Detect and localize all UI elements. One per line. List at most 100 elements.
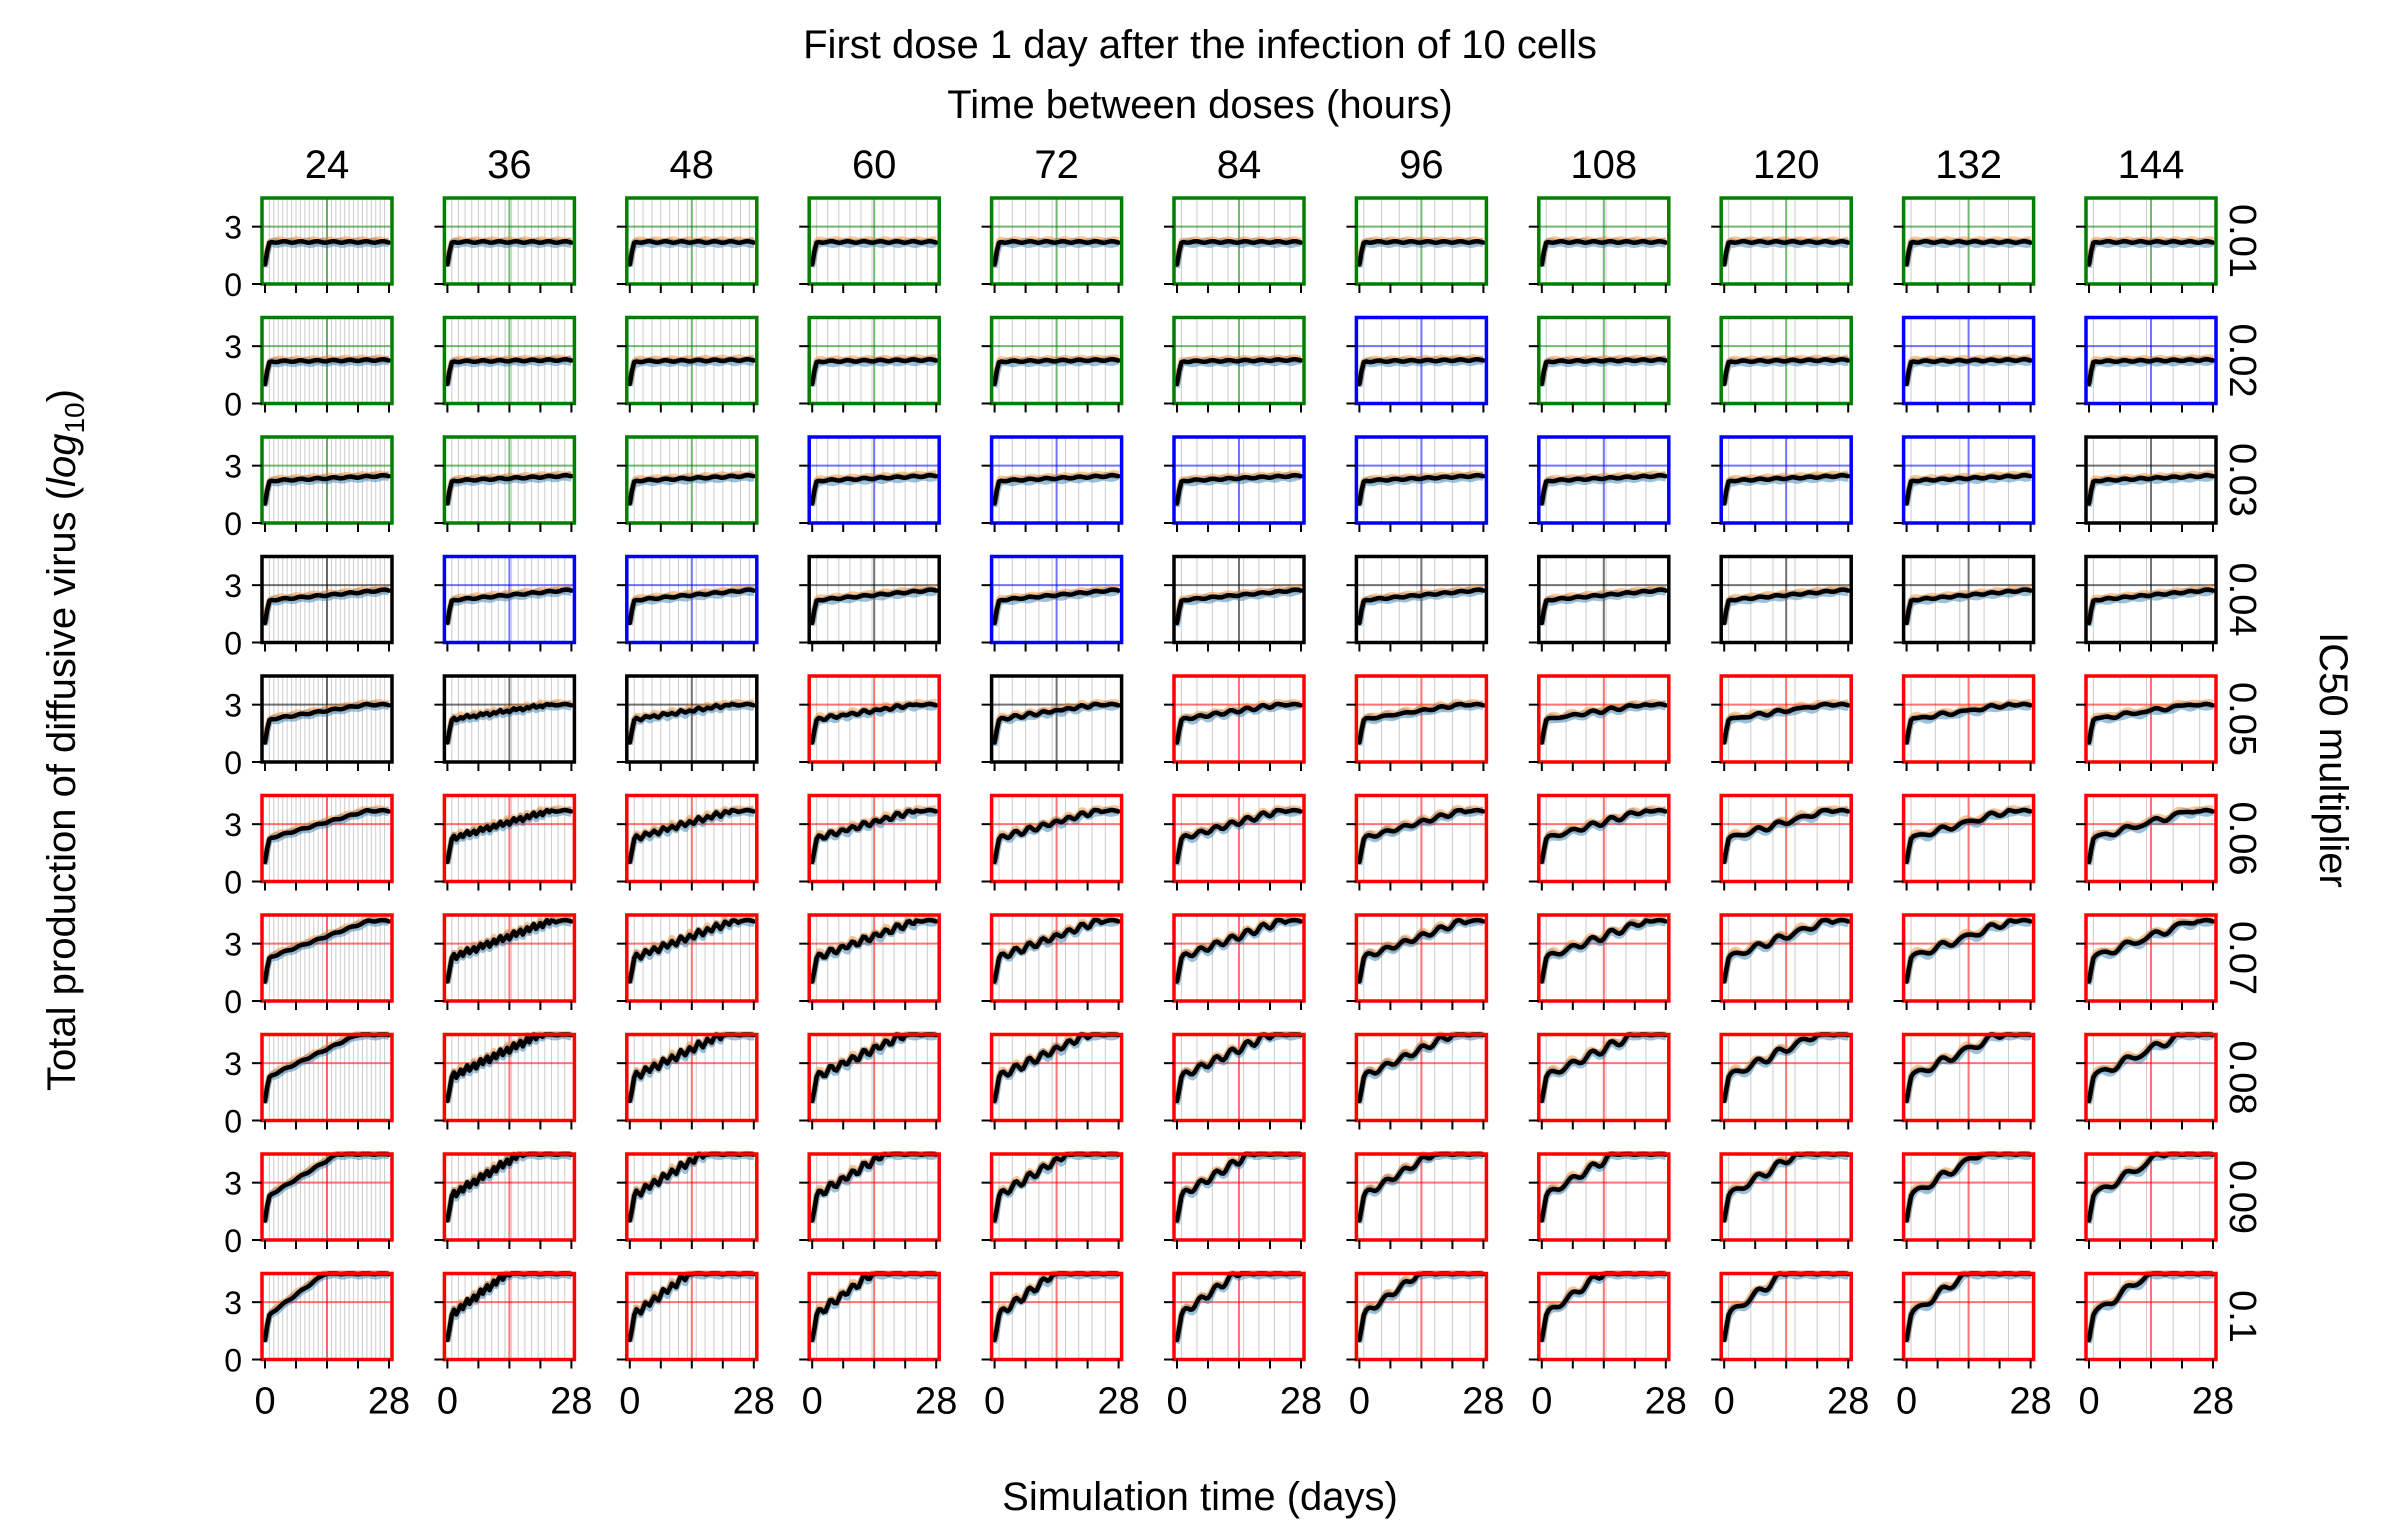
mean-series-line [992, 701, 1121, 745]
mean-series-line [1721, 587, 1851, 626]
mean-series-line [1174, 472, 1304, 506]
panel [434, 793, 577, 891]
panel [1164, 674, 1306, 771]
panel [434, 1151, 577, 1249]
row-header: 0.03 [2221, 443, 2263, 517]
mean-series-line [1904, 701, 2033, 745]
x-tick-label: 28 [1827, 1381, 1869, 1423]
panel [1164, 435, 1306, 532]
mean-series-line [1721, 238, 1851, 267]
panel [1164, 315, 1306, 413]
column-header: 48 [670, 143, 715, 187]
y-tick-label: 3 [224, 329, 242, 365]
panel [1164, 793, 1306, 891]
x-tick-label: 0 [1166, 1381, 1187, 1423]
panel [434, 196, 577, 293]
x-tick-label: 0 [802, 1381, 823, 1423]
chart-subtitle: Time between doses (hours) [947, 83, 1452, 127]
column-header: 144 [2118, 143, 2185, 187]
panel [2076, 196, 2218, 293]
panel [1346, 913, 1489, 1010]
mean-series-line [809, 917, 939, 984]
mean-series-line [627, 917, 757, 984]
mean-series-line [1539, 356, 1669, 387]
panel [616, 1031, 759, 1130]
panel [2076, 554, 2218, 652]
panel: 03 [224, 1031, 394, 1140]
x-tick-label: 0 [437, 1381, 458, 1423]
panel [616, 554, 759, 652]
panel [1893, 793, 2036, 891]
row-header: 0.08 [2221, 1041, 2263, 1115]
panel [1711, 913, 1853, 1010]
panel [1711, 196, 1853, 293]
column-header: 120 [1753, 143, 1820, 187]
panel [799, 196, 941, 293]
panel [1346, 554, 1489, 652]
panel [1164, 1031, 1306, 1130]
x-tick-label: 28 [550, 1381, 592, 1423]
x-tick-label: 28 [1097, 1381, 1139, 1423]
mean-series-line [2086, 472, 2216, 506]
y-tick-label: 3 [224, 1166, 242, 1202]
panel [1346, 793, 1489, 891]
panel [1164, 913, 1306, 1010]
panel [1164, 554, 1306, 652]
panel: 0 28 [1164, 1270, 1322, 1423]
panel [2076, 674, 2218, 771]
mean-series-line [1721, 472, 1851, 506]
mean-series-line [809, 807, 939, 865]
mean-series-line [992, 917, 1121, 984]
panel [1893, 315, 2036, 413]
mean-series-line [1539, 238, 1669, 267]
mean-series-line [627, 238, 757, 267]
panel [1346, 315, 1489, 413]
mean-series-line [1357, 356, 1486, 387]
mean-series-line [445, 917, 574, 984]
mean-series-line [627, 356, 757, 387]
panel [799, 913, 941, 1010]
mean-series-line [809, 701, 939, 745]
y-tick-label: 0 [224, 984, 242, 1020]
mean-series-line [2086, 917, 2216, 984]
row-header: 0.07 [2221, 921, 2263, 995]
mean-series-line [1539, 472, 1669, 506]
y-tick-label: 0 [224, 267, 242, 303]
y-tick-label: 0 [224, 506, 242, 542]
mean-series-line [1721, 917, 1851, 984]
panel [1893, 435, 2036, 532]
column-header: 24 [305, 143, 350, 187]
panel [1711, 1031, 1853, 1130]
panel [1528, 196, 1671, 293]
mean-series-line [2086, 356, 2216, 387]
panel [1893, 1031, 2036, 1130]
panel [1346, 674, 1489, 771]
x-tick-label: 0 [1714, 1381, 1735, 1423]
panel [1893, 1151, 2036, 1249]
panel [981, 913, 1124, 1010]
y-tick-label: 3 [224, 210, 242, 246]
mean-series-line [627, 587, 757, 626]
y-tick-label: 3 [224, 1046, 242, 1082]
y-tick-label: 0 [224, 1104, 242, 1140]
panel: 0 28 [1711, 1270, 1869, 1423]
mean-series-line [809, 356, 939, 387]
y-tick-label: 0 [224, 1343, 242, 1379]
panel [981, 1151, 1124, 1249]
x-tick-label: 0 [1896, 1381, 1917, 1423]
panel [434, 554, 577, 652]
panel: 0 28 [1346, 1270, 1505, 1423]
panel [434, 674, 577, 771]
panel [799, 435, 941, 532]
x-tick-label: 28 [1645, 1381, 1687, 1423]
panel [1711, 674, 1853, 771]
panel [1528, 554, 1671, 652]
panel [1528, 1031, 1671, 1130]
panel [1711, 435, 1853, 532]
y-tick-label: 3 [224, 449, 242, 485]
panel: 03 [224, 674, 394, 781]
row-header: 0.01 [2221, 204, 2263, 278]
panel: 0 28 [616, 1270, 775, 1423]
panel [434, 435, 577, 532]
mean-series-line [1174, 238, 1304, 267]
